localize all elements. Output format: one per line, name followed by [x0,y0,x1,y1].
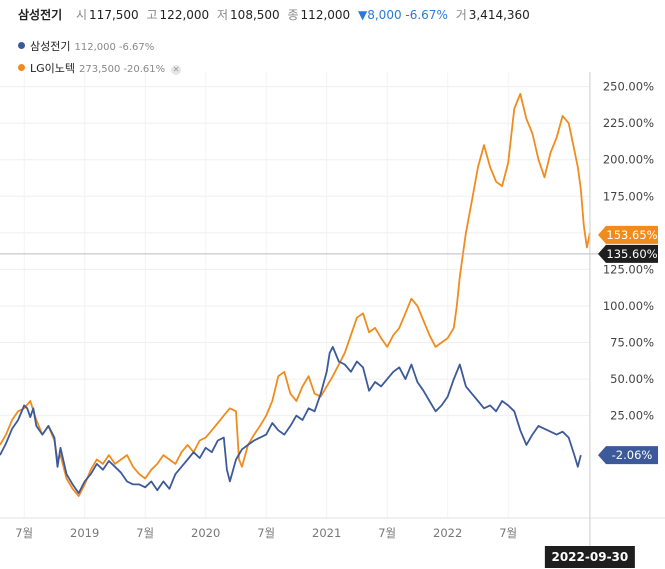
open-value: 117,500 [89,8,139,22]
y-axis: 25.00%50.00%75.00%100.00%125.00%150.00%1… [589,72,654,548]
badge-cursor-y: 135.60% [598,244,658,263]
badge-cursor-date: 2022-09-30 [544,546,635,568]
legend-series-value: 273,500 [79,64,121,75]
y-tick-label: 100.00% [603,299,654,313]
series-color-dot [18,64,25,71]
y-tick-label: 75.00% [610,336,654,350]
series-line-1 [0,93,591,497]
legend-item-lg[interactable]: LG이노텍 273,500 -20.61% ✕ [18,60,182,76]
low-value: 108,500 [230,8,280,22]
low-label: 저 [217,8,229,22]
legend-series-value: 112,000 [74,42,116,53]
high-value: 122,000 [159,8,210,22]
y-tick-label: 250.00% [603,80,654,94]
y-tick-label: 200.00% [603,153,654,167]
badge-label: -2.06% [612,448,653,462]
series-color-dot [18,42,25,49]
x-tick-label: 2021 [312,526,341,540]
volume-label: 거 [455,8,467,22]
close-value: 112,000 [300,8,351,22]
close-label: 종 [287,8,299,22]
y-tick-label: 125.00% [603,262,654,276]
stock-name: 삼성전기 [18,8,63,22]
badge-date-label: 2022-09-30 [551,550,628,564]
badge-samsung: -2.06% [598,446,658,465]
value-badges: 153.65% 135.60% -2.06% 2022-09-30 [0,72,658,568]
x-tick-label: 7월 [378,526,396,540]
x-tick-label: 7월 [257,526,275,540]
legend-item-samsung[interactable]: 삼성전기 112,000 -6.67% [18,38,154,54]
quote-header: 삼성전기 시 117,500 고 122,000 저 108,500 종 112,000… [18,6,530,23]
legend-series-name: 삼성전기 [30,40,71,53]
badge-lg: 153.65% [598,225,658,244]
remove-series-icon[interactable]: ✕ [171,65,182,75]
y-tick-label: 175.00% [603,189,654,203]
series-line-0 [0,346,582,494]
volume-value: 3,414,360 [468,8,530,22]
x-tick-label: 7월 [136,526,154,540]
legend-series-name: LG이노텍 [30,62,76,75]
y-tick-label: 25.00% [610,409,654,423]
series-lines [0,93,591,497]
x-tick-label: 7월 [499,526,517,540]
x-tick-label: 2022 [433,526,462,540]
x-tick-label: 2020 [191,526,220,540]
grid-lines [0,72,590,518]
y-tick-label: 50.00% [610,372,654,386]
legend-series-change: -20.61% [123,64,166,75]
x-axis: 7월 2019 7월 2020 7월 2021 7월 2022 7월 [0,517,665,540]
change-value: ▼8,000 -6.67% [358,8,448,22]
x-tick-label: 7월 [15,526,33,540]
open-label: 시 [76,8,88,22]
badge-label: 153.65% [606,228,657,242]
high-label: 고 [146,8,158,22]
y-tick-label: 225.00% [603,116,654,130]
legend-series-change: -6.67% [118,42,155,53]
badge-label: 135.60% [606,247,657,261]
x-tick-label: 2019 [70,526,99,540]
